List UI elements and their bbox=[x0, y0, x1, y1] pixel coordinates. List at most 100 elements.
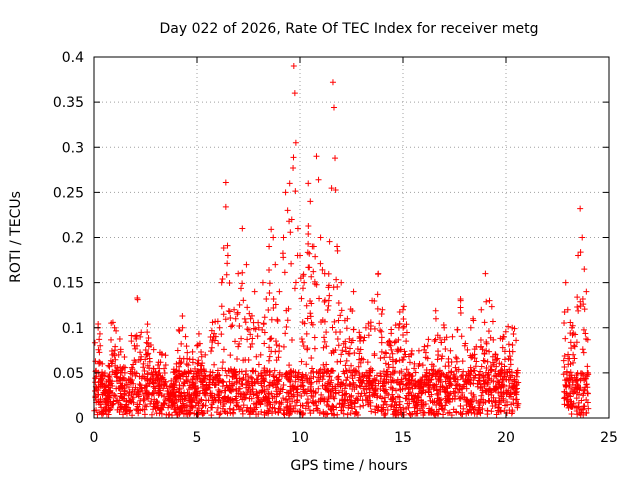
data-point bbox=[402, 351, 409, 358]
data-point bbox=[486, 385, 493, 392]
x-tick-label: 20 bbox=[497, 430, 515, 446]
data-point bbox=[150, 390, 157, 397]
data-point bbox=[580, 326, 587, 333]
data-point bbox=[567, 319, 574, 326]
data-point bbox=[581, 266, 588, 273]
data-point bbox=[392, 407, 399, 414]
data-point bbox=[403, 366, 410, 373]
data-point bbox=[473, 397, 480, 404]
data-point bbox=[292, 374, 299, 381]
data-point bbox=[310, 373, 317, 380]
data-point bbox=[305, 240, 312, 247]
data-point bbox=[388, 346, 395, 353]
data-point bbox=[227, 387, 234, 394]
x-tick-label: 0 bbox=[90, 430, 99, 446]
data-point bbox=[240, 375, 247, 382]
data-point bbox=[109, 351, 116, 358]
data-point bbox=[563, 368, 570, 375]
data-point bbox=[223, 271, 230, 278]
data-point bbox=[570, 359, 577, 366]
data-point bbox=[338, 279, 345, 286]
data-point bbox=[361, 334, 368, 341]
data-point bbox=[437, 379, 444, 386]
data-point bbox=[501, 363, 508, 370]
data-point bbox=[378, 328, 385, 335]
data-point bbox=[481, 319, 488, 326]
data-point bbox=[284, 207, 291, 214]
data-point bbox=[224, 242, 231, 249]
data-point bbox=[289, 398, 296, 405]
data-point bbox=[400, 303, 407, 310]
data-point bbox=[194, 341, 201, 348]
data-point bbox=[250, 391, 257, 398]
data-point bbox=[569, 377, 576, 384]
data-point bbox=[562, 335, 569, 342]
data-point bbox=[245, 408, 252, 415]
data-point bbox=[342, 382, 349, 389]
data-point bbox=[147, 341, 154, 348]
data-point bbox=[98, 373, 105, 380]
data-point bbox=[329, 383, 336, 390]
data-point bbox=[154, 399, 161, 406]
data-point bbox=[332, 387, 339, 394]
data-point bbox=[179, 312, 186, 319]
data-point bbox=[307, 198, 314, 205]
data-point bbox=[381, 354, 388, 361]
data-point bbox=[91, 339, 98, 346]
data-point bbox=[580, 349, 587, 356]
data-point bbox=[258, 372, 265, 379]
data-point bbox=[573, 395, 580, 402]
data-point bbox=[455, 366, 462, 373]
data-point bbox=[108, 320, 115, 327]
grid-lines bbox=[94, 57, 609, 418]
data-point bbox=[579, 296, 586, 303]
data-point bbox=[284, 406, 291, 413]
data-point bbox=[513, 396, 520, 403]
data-point bbox=[138, 329, 145, 336]
data-point bbox=[287, 406, 294, 413]
data-point bbox=[151, 403, 158, 410]
data-point bbox=[143, 351, 150, 358]
data-point bbox=[348, 339, 355, 346]
data-point bbox=[202, 372, 209, 379]
data-point bbox=[457, 402, 464, 409]
data-point bbox=[249, 386, 256, 393]
data-point bbox=[330, 367, 337, 374]
data-point bbox=[492, 399, 499, 406]
data-point bbox=[432, 315, 439, 322]
data-point bbox=[299, 339, 306, 346]
data-point bbox=[446, 376, 453, 383]
data-point bbox=[166, 411, 173, 418]
data-point bbox=[284, 317, 291, 324]
data-point bbox=[265, 307, 272, 314]
data-point bbox=[340, 340, 347, 347]
data-point bbox=[195, 330, 202, 337]
data-point bbox=[120, 406, 127, 413]
data-point bbox=[315, 374, 322, 381]
data-point bbox=[435, 397, 442, 404]
data-point bbox=[304, 315, 311, 322]
data-point bbox=[241, 315, 248, 322]
data-point bbox=[489, 403, 496, 410]
data-point bbox=[341, 391, 348, 398]
data-point bbox=[344, 374, 351, 381]
data-point bbox=[460, 405, 467, 412]
data-point bbox=[280, 381, 287, 388]
data-point bbox=[343, 377, 350, 384]
data-point bbox=[259, 326, 266, 333]
data-point bbox=[113, 367, 120, 374]
data-point bbox=[472, 372, 479, 379]
data-point bbox=[264, 367, 271, 374]
data-point bbox=[145, 335, 152, 342]
data-point bbox=[310, 388, 317, 395]
data-point bbox=[261, 376, 268, 383]
data-point bbox=[152, 369, 159, 376]
data-point bbox=[349, 405, 356, 412]
data-point bbox=[568, 403, 575, 410]
data-point bbox=[307, 298, 314, 305]
data-point bbox=[496, 381, 503, 388]
data-point bbox=[380, 382, 387, 389]
data-point bbox=[396, 401, 403, 408]
data-point bbox=[436, 396, 443, 403]
data-point bbox=[391, 369, 398, 376]
